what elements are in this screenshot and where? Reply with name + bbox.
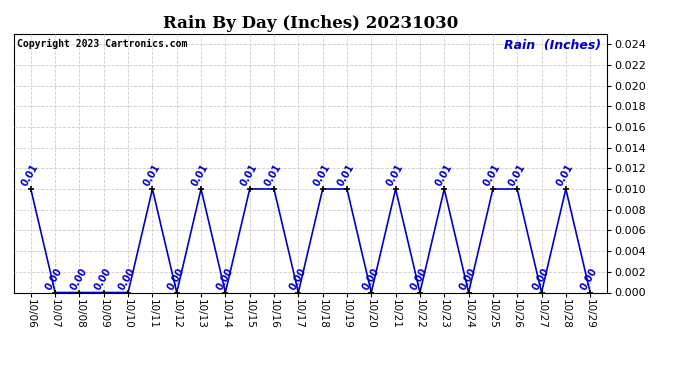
Text: 0.00: 0.00 [166,266,186,292]
Text: 0.01: 0.01 [263,162,284,188]
Text: 0.00: 0.00 [457,266,478,292]
Text: 0.01: 0.01 [336,162,357,188]
Text: 0.00: 0.00 [579,266,600,292]
Text: 0.00: 0.00 [92,266,113,292]
Title: Rain By Day (Inches) 20231030: Rain By Day (Inches) 20231030 [163,15,458,32]
Text: 0.01: 0.01 [20,162,41,188]
Text: 0.00: 0.00 [44,266,65,292]
Text: 0.00: 0.00 [531,266,551,292]
Text: 0.00: 0.00 [360,266,381,292]
Text: Rain  (Inches): Rain (Inches) [504,39,601,52]
Text: 0.01: 0.01 [384,162,405,188]
Text: 0.00: 0.00 [117,266,137,292]
Text: 0.01: 0.01 [190,162,210,188]
Text: 0.01: 0.01 [506,162,526,188]
Text: Copyright 2023 Cartronics.com: Copyright 2023 Cartronics.com [17,39,187,49]
Text: 0.01: 0.01 [141,162,162,188]
Text: 0.01: 0.01 [555,162,575,188]
Text: 0.01: 0.01 [312,162,332,188]
Text: 0.00: 0.00 [409,266,429,292]
Text: 0.01: 0.01 [482,162,502,188]
Text: 0.01: 0.01 [239,162,259,188]
Text: 0.00: 0.00 [68,266,89,292]
Text: 0.01: 0.01 [433,162,454,188]
Text: 0.00: 0.00 [215,266,235,292]
Text: 0.00: 0.00 [287,266,308,292]
